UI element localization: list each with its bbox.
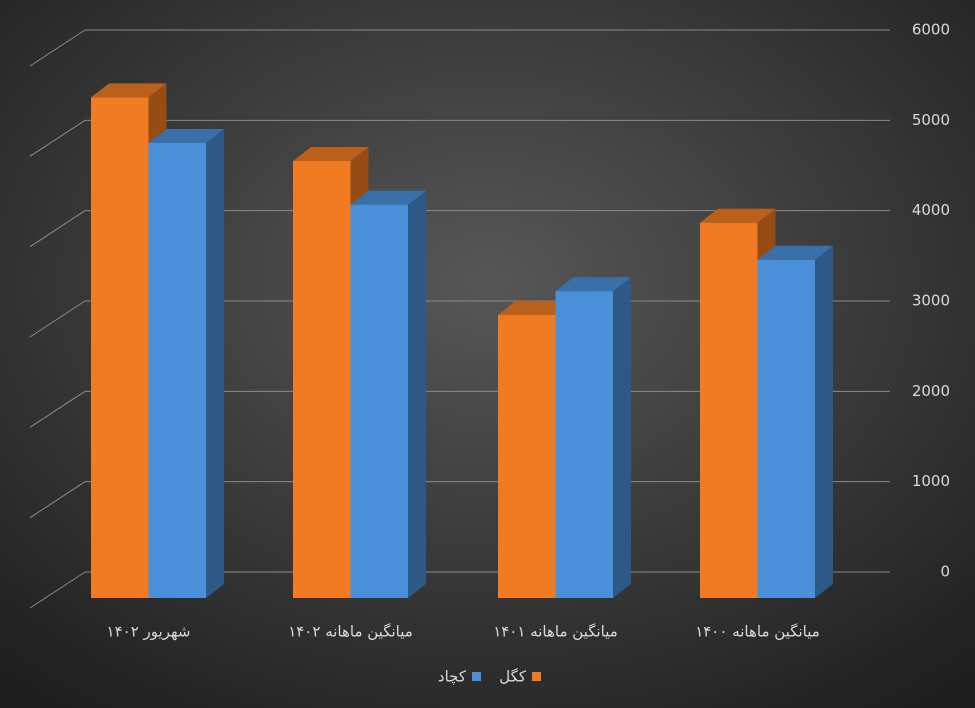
- legend-label: کچاد: [438, 668, 467, 686]
- y-tick-label: 3000: [912, 292, 950, 310]
- bar-top: [293, 147, 369, 161]
- y-tick-label: 1000: [912, 472, 950, 490]
- bar-top: [498, 300, 574, 315]
- bar-top: [350, 190, 426, 205]
- x-tick-label: میانگین ماهانه ۱۴۰۰: [695, 623, 820, 641]
- bar-top: [757, 245, 833, 260]
- bar: [148, 142, 206, 598]
- bar-side: [815, 245, 833, 599]
- bar: [757, 259, 815, 598]
- legend-swatch: [472, 672, 481, 681]
- bar: [293, 161, 351, 598]
- bar-side: [613, 277, 631, 598]
- legend-swatch: [532, 672, 541, 681]
- y-tick-label: 5000: [912, 111, 950, 129]
- bar: [350, 204, 408, 598]
- x-tick-label: شهریور ۱۴۰۲: [107, 623, 191, 641]
- x-tick-label: میانگین ماهانه ۱۴۰۱: [493, 623, 618, 641]
- grid-line-side: [29, 481, 86, 519]
- bar: [700, 222, 758, 598]
- y-tick-label: 2000: [912, 382, 950, 400]
- grid-line-side: [29, 300, 86, 338]
- y-tick-label: 4000: [912, 201, 950, 219]
- x-tick-label: میانگین ماهانه ۱۴۰۲: [288, 623, 413, 641]
- grid-line-side: [29, 29, 86, 67]
- grid-line-side: [29, 119, 86, 157]
- bar: [555, 291, 613, 598]
- bar-top: [148, 128, 224, 143]
- y-tick-label: 6000: [912, 21, 950, 39]
- bar: [91, 97, 149, 598]
- grid-line-side: [29, 390, 86, 428]
- grid-line-side: [29, 571, 86, 609]
- y-tick-label: 0: [940, 563, 950, 581]
- bar-side: [408, 190, 426, 598]
- bar-top: [555, 277, 631, 292]
- bar-top: [91, 83, 167, 98]
- bar-side: [206, 128, 224, 598]
- grid-line-side: [29, 210, 86, 248]
- legend-label: کگل: [499, 668, 527, 686]
- bar: [498, 314, 556, 598]
- bar-top: [700, 208, 776, 223]
